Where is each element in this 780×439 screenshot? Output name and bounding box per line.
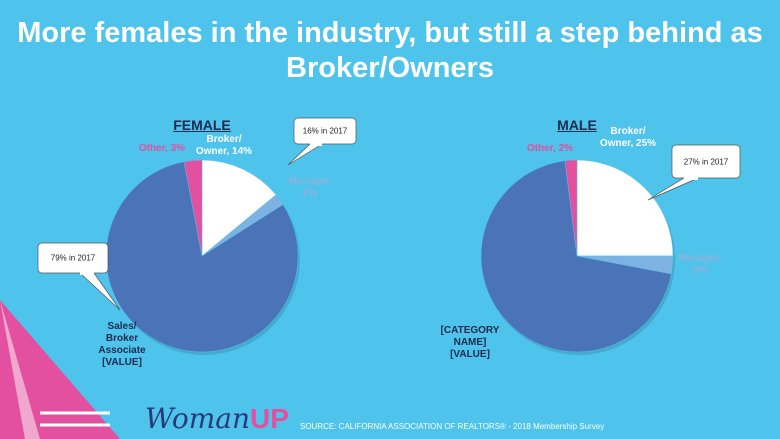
logo-text: UP	[250, 403, 289, 434]
data-label: [CATEGORY NAME] [VALUE]	[441, 325, 500, 361]
callout-tail	[648, 178, 698, 200]
source-note: SOURCE: CALIFORNIA ASSOCIATION OF REALTO…	[300, 422, 604, 431]
callout-text: 79% in 2017	[51, 254, 95, 263]
logo: WomanUP	[145, 402, 289, 435]
slide-title: More females in the industry, but still …	[10, 16, 770, 86]
callout-text: 16% in 2017	[303, 127, 347, 136]
callout-text: 27% in 2017	[684, 157, 728, 166]
chart-title: FEMALE	[173, 117, 231, 133]
callout-tail	[288, 144, 322, 165]
callout-join	[80, 272, 94, 275]
data-label: Other, 3%	[139, 143, 185, 155]
data-label: Other, 2%	[527, 143, 573, 155]
callout-join	[684, 177, 698, 180]
data-label: Manager, 2%	[288, 176, 331, 200]
data-label: Broker/ Owner, 25%	[600, 126, 656, 150]
data-label: Broker/ Owner, 14%	[196, 134, 252, 158]
pie-slice	[577, 160, 673, 256]
chart-title: MALE	[557, 117, 597, 133]
data-label: Manager, 3%	[678, 253, 721, 277]
callout-join	[310, 143, 322, 146]
data-label: Sales/ Broker Associate [VALUE]	[98, 321, 145, 369]
logo-text: Woman	[145, 402, 250, 435]
slide: More females in the industry, but still …	[0, 0, 780, 439]
